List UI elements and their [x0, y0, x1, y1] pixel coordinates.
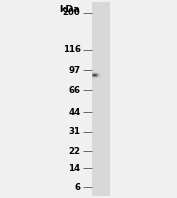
Text: 44: 44	[68, 108, 81, 117]
Text: kDa: kDa	[59, 5, 80, 14]
Text: 31: 31	[68, 127, 81, 136]
Text: 116: 116	[62, 45, 81, 54]
Text: 66: 66	[68, 86, 81, 95]
Text: 97: 97	[68, 66, 81, 75]
Text: 22: 22	[68, 147, 81, 156]
Text: 200: 200	[63, 8, 81, 17]
Text: 6: 6	[75, 183, 81, 192]
Text: 14: 14	[68, 164, 81, 173]
Bar	[92, 2, 110, 196]
